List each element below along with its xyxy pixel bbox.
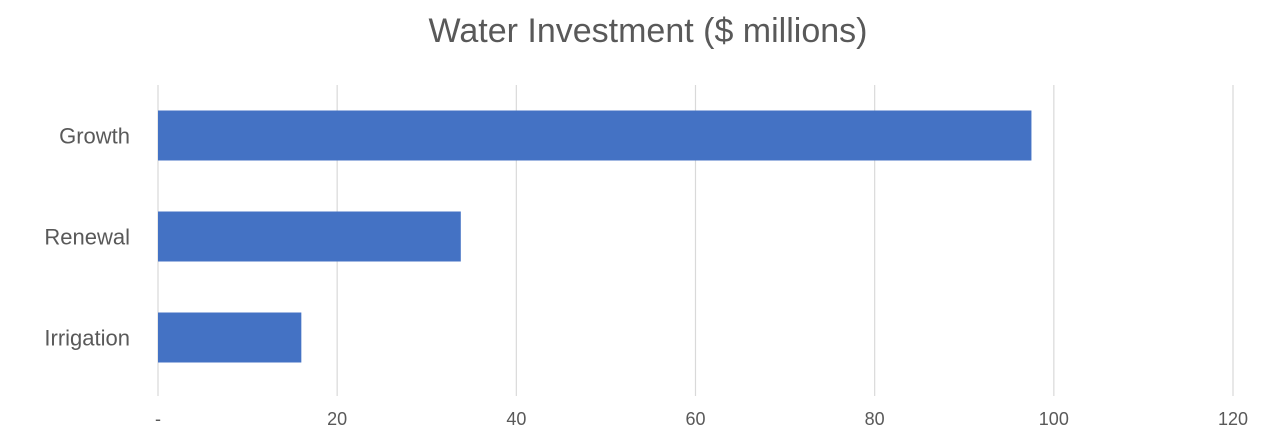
bars — [158, 110, 1032, 363]
bar-irrigation — [158, 312, 302, 363]
bar-growth — [158, 110, 1032, 161]
category-label-irrigation: Irrigation — [44, 326, 130, 351]
tick-label-100: 100 — [1039, 409, 1069, 429]
category-label-renewal: Renewal — [44, 225, 130, 250]
tick-label-20: 20 — [327, 409, 347, 429]
category-label-growth: Growth — [59, 124, 130, 149]
tick-label-60: 60 — [685, 409, 705, 429]
chart-title: Water Investment ($ millions) — [429, 12, 868, 50]
category-labels: Growth Renewal Irrigation — [44, 124, 130, 351]
tick-label-120: 120 — [1218, 409, 1248, 429]
x-axis-ticks: - 20 40 60 80 100 120 — [155, 409, 1248, 429]
bar-renewal — [158, 211, 461, 262]
tick-label-40: 40 — [506, 409, 526, 429]
tick-label-0: - — [155, 409, 161, 429]
tick-label-80: 80 — [865, 409, 885, 429]
